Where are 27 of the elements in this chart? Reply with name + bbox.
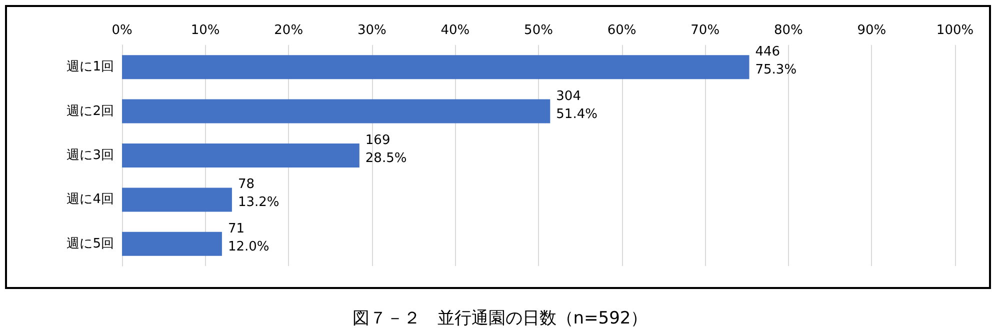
x-tick-label: 70% bbox=[690, 23, 720, 38]
bar bbox=[122, 144, 360, 168]
x-tick-label: 50% bbox=[524, 23, 553, 38]
x-tick-label: 40% bbox=[440, 23, 470, 38]
x-tick-label: 60% bbox=[607, 23, 636, 38]
bar bbox=[122, 55, 750, 80]
x-tick-label: 20% bbox=[274, 23, 304, 38]
x-tick-label: 0% bbox=[112, 23, 132, 38]
data-label: 304 51.4% bbox=[556, 88, 598, 122]
data-label: 169 28.5% bbox=[365, 133, 407, 166]
text: 図７－２ 並行通園の日数（n=592） bbox=[352, 308, 648, 328]
y-tick-label: 週に2回 bbox=[66, 104, 114, 119]
bar bbox=[122, 232, 222, 256]
x-tick-label: 30% bbox=[357, 23, 386, 38]
data-label: 446 75.3% bbox=[755, 44, 797, 78]
data-label: 71 12.0% bbox=[228, 221, 270, 254]
y-tick-label: 週に1回 bbox=[66, 60, 114, 75]
bar bbox=[122, 188, 232, 212]
y-tick-label: 週に3回 bbox=[66, 148, 114, 163]
x-tick-label: 90% bbox=[857, 23, 886, 38]
data-label: 78 13.2% bbox=[238, 177, 280, 210]
y-tick-label: 週に4回 bbox=[66, 192, 114, 208]
y-tick-label: 週に5回 bbox=[66, 236, 114, 252]
x-tick-label: 100% bbox=[936, 23, 974, 38]
x-tick-label: 80% bbox=[774, 23, 803, 38]
bar bbox=[122, 99, 550, 124]
x-tick-label: 10% bbox=[190, 23, 220, 38]
